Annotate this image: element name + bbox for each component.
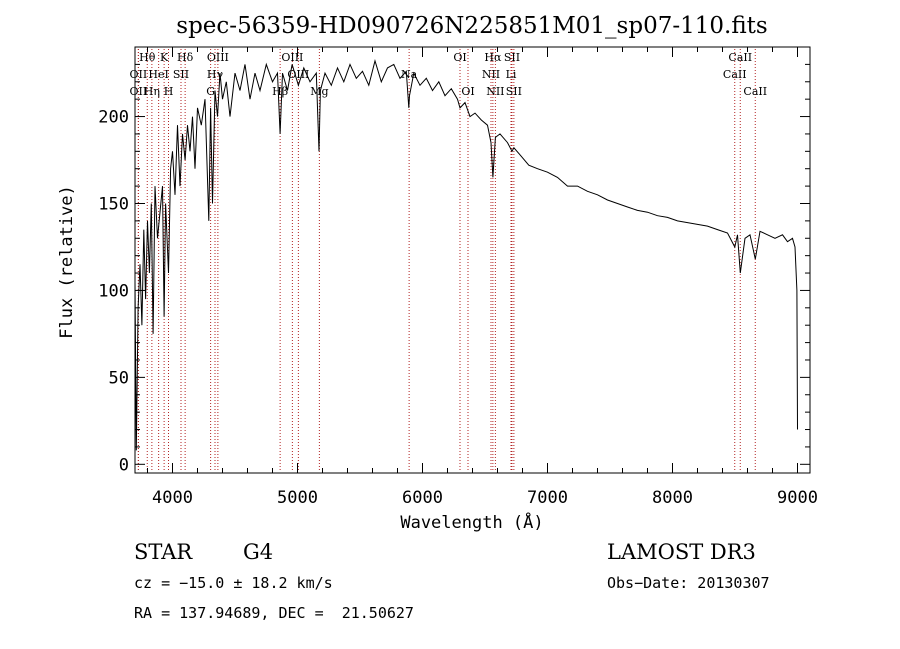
- survey-label: LAMOST DR3: [607, 540, 756, 564]
- line-label: Na: [401, 68, 418, 81]
- x-axis: 4000 5000 6000 7000 8000 9000: [147, 47, 818, 508]
- y-axis: 0 50 100 150 200: [98, 63, 810, 475]
- line-label: Hβ: [272, 85, 288, 98]
- plot-frame: [134, 46, 811, 474]
- line-label: G: [206, 85, 215, 98]
- y-axis-label: Flux (relative): [57, 185, 77, 339]
- line-label: OII: [130, 85, 148, 98]
- line-label: CaII: [743, 85, 767, 98]
- coordinates: RA = 137.94689, DEC = 21.50627: [134, 604, 414, 622]
- line-label: OI: [453, 51, 466, 64]
- line-label: NII: [482, 68, 500, 81]
- line-label: SII: [173, 68, 189, 81]
- chart-title: spec-56359-HD090726N225851M01_sp07-110.f…: [176, 13, 767, 39]
- line-label: Li: [506, 68, 517, 81]
- line-label: CaII: [728, 51, 752, 64]
- obs-date: Obs−Date: 20130307: [607, 574, 770, 592]
- object-class: STAR: [134, 540, 193, 564]
- line-label: Hη: [144, 85, 160, 98]
- y-tick-label: 50: [109, 368, 129, 388]
- line-label: CaII: [723, 68, 747, 81]
- line-label: OIII: [281, 51, 303, 64]
- y-tick-label: 0: [119, 455, 129, 475]
- line-label: Hδ: [177, 51, 194, 64]
- line-label: SII: [506, 85, 522, 98]
- line-label: OI: [461, 85, 474, 98]
- x-tick-label: 4000: [152, 488, 193, 508]
- x-axis-label: Wavelength (Å): [400, 511, 543, 533]
- object-subclass: G4: [243, 540, 274, 564]
- y-tick-label: 200: [98, 108, 129, 128]
- y-tick-label: 100: [98, 281, 129, 301]
- line-label: SII: [504, 51, 520, 64]
- line-label: NII: [486, 85, 504, 98]
- line-label: HeI: [148, 68, 168, 81]
- line-label: OIII: [287, 68, 309, 81]
- line-label: OII: [130, 68, 148, 81]
- x-tick-label: 8000: [652, 488, 693, 508]
- line-label: H: [164, 85, 174, 98]
- line-label: K: [160, 51, 169, 64]
- x-tick-label: 9000: [777, 488, 818, 508]
- x-tick-label: 5000: [277, 488, 318, 508]
- line-label: Hα: [484, 51, 502, 64]
- y-tick-label: 150: [98, 194, 129, 214]
- line-label: Mg: [310, 85, 328, 98]
- x-tick-label: 7000: [527, 488, 568, 508]
- redshift-info: cz = −15.0 ± 18.2 km/s: [134, 574, 333, 592]
- line-label: Hθ: [139, 51, 156, 64]
- x-tick-label: 6000: [402, 488, 443, 508]
- spectrum-line: [134, 59, 798, 451]
- line-label: OIII: [207, 51, 229, 64]
